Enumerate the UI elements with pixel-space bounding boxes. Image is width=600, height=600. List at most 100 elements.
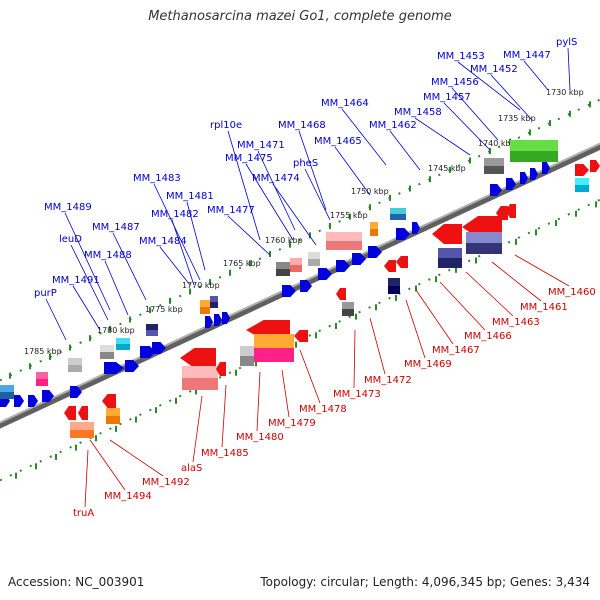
forward-gene-arrow: [368, 246, 382, 258]
gene-leader-line: [245, 163, 294, 241]
top-gene-label[interactable]: MM_1483: [133, 173, 181, 184]
forward-gene-arrow: [205, 316, 213, 328]
bottom-gene-label[interactable]: MM_1473: [333, 389, 381, 400]
bottom-gene-label[interactable]: MM_1480: [236, 432, 284, 443]
top-gene-label[interactable]: MM_1489: [44, 202, 92, 213]
bottom-gene-label[interactable]: MM_1461: [520, 302, 568, 313]
top-gene-label[interactable]: rpl10e: [210, 120, 242, 131]
top-gene-label[interactable]: MM_1457: [423, 92, 471, 103]
top-gene-label[interactable]: leuD: [59, 234, 82, 245]
reverse-gene-arrow: [102, 394, 116, 408]
top-gene-label[interactable]: MM_1491: [52, 275, 100, 286]
forward-gene-arrow: [352, 253, 366, 265]
gene-leader-line: [457, 61, 521, 111]
bottom-gene-label[interactable]: MM_1492: [142, 477, 190, 488]
top-gene-label[interactable]: MM_1468: [278, 120, 326, 131]
gene-leader-line: [298, 130, 327, 211]
gene-leader-line: [45, 298, 67, 341]
bottom-gene-label[interactable]: truA: [73, 508, 94, 519]
bottom-gene-label[interactable]: MM_1478: [299, 404, 347, 415]
map-title: Methanosarcina mazei Go1, complete genom…: [148, 9, 452, 24]
forward-gene-box: [146, 324, 158, 336]
forward-scale-track: [0, 98, 600, 382]
reverse-gene-arrow: [336, 288, 346, 300]
top-gene-label[interactable]: pheS: [293, 158, 318, 169]
kbp-label: 1780 kbp: [97, 326, 135, 335]
gene-leader-line: [153, 183, 201, 281]
reverse-gene-arrow: [180, 348, 216, 368]
kbp-label: 1745 kbp: [428, 164, 466, 173]
top-gene-label[interactable]: MM_1488: [84, 250, 132, 261]
top-gene-label[interactable]: MM_1447: [503, 50, 551, 61]
kbp-label: 1760 kbp: [265, 236, 303, 245]
gene-leader-line: [443, 102, 491, 151]
top-gene-label[interactable]: MM_1471: [237, 140, 285, 151]
top-gene-label[interactable]: MM_1458: [394, 107, 442, 118]
forward-gene-arrow: [530, 168, 538, 180]
top-gene-label[interactable]: MM_1475: [225, 153, 273, 164]
forward-gene-box: [36, 372, 48, 386]
reverse-gene-box: [342, 302, 354, 316]
gene-leader-line: [405, 299, 426, 359]
reverse-gene-arrow: [216, 362, 226, 376]
gene-leader-line: [256, 371, 261, 432]
kbp-label: 1750 kbp: [351, 187, 389, 196]
gene-leader-line: [257, 150, 296, 231]
reverse-gene-box: [438, 248, 462, 268]
bottom-gene-label[interactable]: MM_1467: [432, 345, 480, 356]
top-gene-label[interactable]: MM_1477: [207, 205, 255, 216]
gene-leader-line: [491, 261, 542, 302]
forward-gene-arrow: [520, 172, 528, 184]
reverse-gene-arrow: [78, 406, 88, 420]
kbp-label: 1785 kbp: [24, 347, 62, 356]
gene-leader-line: [227, 130, 261, 241]
top-gene-label[interactable]: pylS: [556, 37, 577, 48]
forward-gene-arrow: [104, 362, 124, 374]
forward-gene-arrow: [300, 280, 312, 292]
gene-leader-line: [72, 285, 101, 331]
top-gene-label[interactable]: MM_1465: [314, 136, 362, 147]
bottom-gene-label[interactable]: MM_1466: [464, 331, 512, 342]
top-gene-label[interactable]: MM_1453: [437, 51, 485, 62]
top-gene-label[interactable]: purP: [34, 288, 57, 299]
gene-labels: pylS MM_1447 MM_1452 MM_1453 MM_1456 MM_1457 M…: [34, 37, 596, 519]
reverse-gene-box: [254, 334, 294, 362]
top-gene-label[interactable]: MM_1464: [321, 98, 369, 109]
forward-gene-arrow: [42, 390, 54, 402]
gene-leader-line: [104, 260, 129, 316]
gene-leader-line: [304, 168, 331, 221]
bottom-gene-label[interactable]: MM_1479: [268, 418, 316, 429]
top-gene-label[interactable]: MM_1482: [151, 209, 199, 220]
reverse-gene-box: [466, 232, 502, 254]
forward-gene-arrow: [490, 184, 502, 196]
forward-gene-box: [68, 358, 82, 372]
bottom-gene-label[interactable]: MM_1460: [548, 287, 596, 298]
gene-leader-line: [112, 232, 147, 301]
forward-gene-box: [200, 300, 210, 314]
reverse-gene-box: [388, 278, 400, 294]
top-gene-label[interactable]: MM_1484: [139, 236, 187, 247]
top-gene-label[interactable]: MM_1487: [92, 222, 140, 233]
bottom-gene-label[interactable]: MM_1472: [364, 375, 412, 386]
kbp-label: 1765 kbp: [223, 259, 261, 268]
bottom-gene-label[interactable]: alaS: [181, 463, 202, 474]
top-gene-label[interactable]: MM_1474: [252, 173, 300, 184]
gene-leader-line: [439, 281, 486, 331]
top-gene-label[interactable]: MM_1452: [470, 64, 518, 75]
gene-leader-line: [415, 289, 454, 345]
label-leaders: [45, 47, 571, 508]
kbp-ticks: [9, 101, 597, 479]
bottom-gene-label[interactable]: MM_1485: [201, 448, 249, 459]
bottom-gene-label[interactable]: MM_1494: [104, 491, 152, 502]
top-gene-label[interactable]: MM_1462: [369, 120, 417, 131]
gene-leader-line: [451, 87, 499, 141]
bottom-gene-label[interactable]: MM_1463: [492, 317, 540, 328]
gene-leader-line: [281, 369, 290, 418]
top-gene-label[interactable]: MM_1456: [431, 77, 479, 88]
top-gene-label[interactable]: MM_1481: [166, 191, 214, 202]
bottom-gene-label[interactable]: MM_1469: [404, 359, 452, 370]
forward-gene-arrow: [542, 162, 550, 174]
forward-gene-box: [484, 158, 504, 174]
forward-gene-arrow: [28, 395, 38, 407]
